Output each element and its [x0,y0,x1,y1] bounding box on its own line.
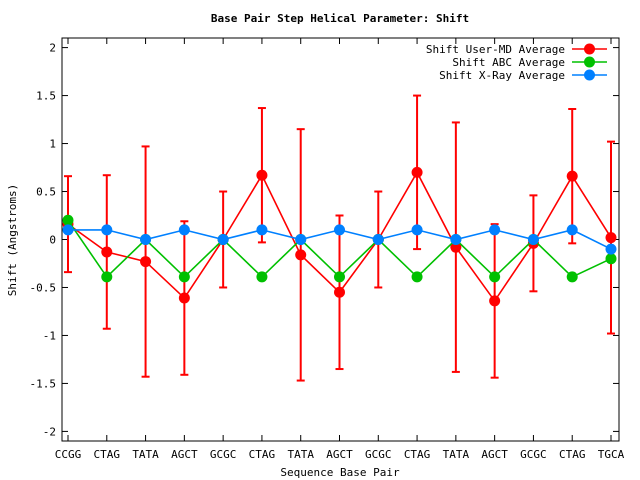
data-point [372,234,384,245]
x-tick-label: TATA [443,448,470,461]
legend-marker [584,56,595,68]
y-axis-label: Shift (Angstroms) [6,184,19,297]
y-tick-label: 2 [49,42,56,55]
data-point [605,243,617,255]
y-tick-label: 1 [49,138,56,151]
legend-marker [584,69,595,81]
data-point [62,214,74,226]
x-tick-label: AGCT [326,448,353,461]
data-point [566,271,578,283]
x-axis-label: Sequence Base Pair [280,466,400,479]
data-point [411,166,423,178]
data-point [605,232,617,244]
x-tick-label: GCGC [365,448,392,461]
data-point [101,271,113,283]
series-layer [62,94,617,382]
data-point [334,271,345,283]
data-point [295,234,307,245]
x-tick-label: CTAG [94,448,121,461]
data-point [256,224,268,236]
data-point [411,271,423,283]
data-point [256,169,268,181]
data-point [295,249,307,261]
x-tick-label: GCGC [210,448,237,461]
y-tick-label: -1.5 [30,377,57,390]
data-point [527,234,539,245]
x-tick-label: CTAG [404,448,431,461]
y-tick-label: -1 [43,329,56,342]
x-tick-label: TATA [132,448,159,461]
x-tick-label: TATA [287,448,314,461]
x-tick-label: CTAG [559,448,586,461]
data-point [334,224,345,236]
data-point [489,271,501,283]
y-tick-label: -0.5 [30,281,57,294]
legend-label: Shift ABC Average [452,56,565,69]
data-point [101,224,113,236]
data-point [605,253,617,265]
data-point [178,271,190,283]
axes: -2 -1.5 -1 -0.5 0 0.5 1 1.5 2 CCGG CTAG TATA AGCT GCG… [30,37,625,461]
x-tick-label: CTAG [249,448,276,461]
data-point [140,256,152,268]
y-tick-label: 0.5 [36,186,56,199]
x-tick-label: AGCT [481,448,508,461]
data-point [62,224,74,236]
data-point [101,246,113,258]
data-point [450,241,462,253]
data-point [217,234,229,245]
legend-label: Shift X-Ray Average [439,69,565,82]
x-tick-label: CCGG [55,448,82,461]
series-2 [62,224,617,255]
legend-marker [584,43,595,55]
data-point [489,295,501,307]
data-point [256,271,268,283]
data-point [566,224,578,236]
chart-title: Base Pair Step Helical Parameter: Shift [211,12,469,25]
legend-label: Shift User-MD Average [426,43,565,56]
data-point [178,224,190,236]
x-tick-label: TGCA [598,448,625,461]
y-tick-label: 1.5 [36,90,56,103]
y-tick-label: 0 [49,234,56,247]
data-point [140,234,152,245]
data-point [450,234,462,245]
data-point [566,170,578,182]
y-tick-label: -2 [43,425,56,438]
data-point [334,286,345,298]
data-point [178,292,190,304]
data-point [411,224,423,236]
x-tick-label: AGCT [171,448,198,461]
x-tick-label: GCGC [520,448,547,461]
data-point [489,224,501,236]
